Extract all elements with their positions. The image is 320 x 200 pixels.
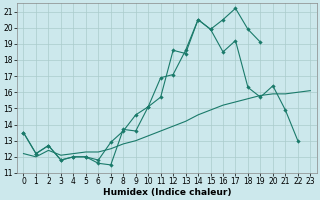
X-axis label: Humidex (Indice chaleur): Humidex (Indice chaleur) <box>103 188 231 197</box>
